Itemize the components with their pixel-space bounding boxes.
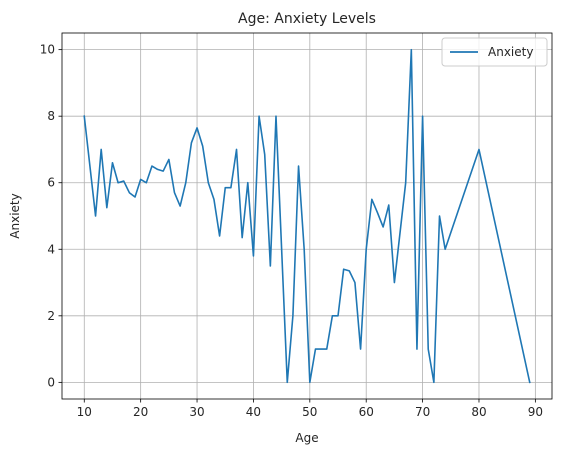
y-tick-label: 4: [47, 242, 55, 256]
legend-box: [441, 37, 548, 67]
legend-label-anxiety: Anxiety: [488, 45, 533, 59]
x-axis-label: Age: [295, 431, 318, 445]
y-axis-label: Anxiety: [8, 193, 22, 238]
legend: Anxiety: [441, 37, 548, 67]
y-tick-label: 6: [47, 176, 55, 190]
ticks: 10 20 30 40 50 60 70 80 90 0 2 4 6 8 10: [40, 43, 543, 419]
x-tick-label: 30: [189, 405, 204, 419]
y-tick-label: 2: [47, 309, 55, 323]
x-tick-label: 80: [471, 405, 486, 419]
x-tick-label: 10: [77, 405, 92, 419]
x-tick-label: 90: [528, 405, 543, 419]
series-layer: [83, 48, 531, 384]
x-tick-label: 70: [415, 405, 430, 419]
y-tick-label: 0: [47, 375, 55, 389]
y-tick-label: 8: [47, 109, 55, 123]
x-tick-label: 40: [246, 405, 261, 419]
chart-title: Age: Anxiety Levels: [238, 11, 376, 27]
y-tick-label: 10: [40, 43, 55, 57]
x-tick-label: 20: [133, 405, 148, 419]
x-tick-label: 60: [359, 405, 374, 419]
series-line-anxiety: [83, 48, 531, 384]
plot-area-frame: [61, 32, 553, 400]
x-tick-label: 50: [302, 405, 317, 419]
